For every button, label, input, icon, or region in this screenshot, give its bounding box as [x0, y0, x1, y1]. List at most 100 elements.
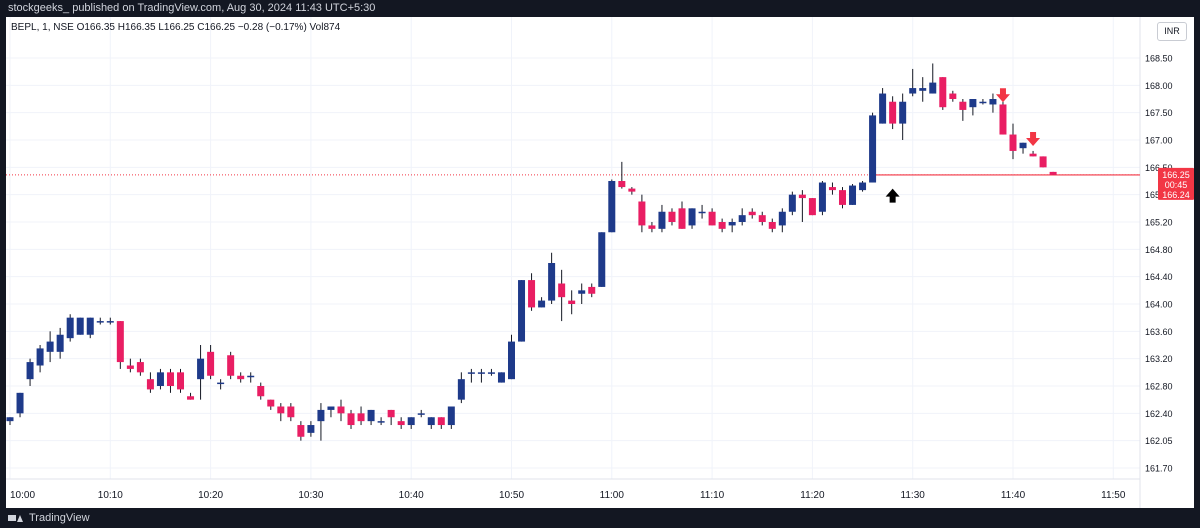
- candle[interactable]: [146, 372, 154, 393]
- candle[interactable]: [838, 187, 846, 209]
- candle[interactable]: [76, 317, 84, 335]
- candle[interactable]: [728, 218, 736, 233]
- candle[interactable]: [788, 191, 796, 216]
- candle[interactable]: [227, 351, 235, 380]
- candle[interactable]: [828, 182, 836, 195]
- candle[interactable]: [156, 368, 164, 390]
- candle[interactable]: [618, 161, 626, 189]
- candle[interactable]: [86, 317, 94, 339]
- candle[interactable]: [467, 368, 475, 383]
- candle[interactable]: [889, 96, 897, 130]
- candle[interactable]: [939, 77, 947, 110]
- candle[interactable]: [56, 327, 64, 359]
- candle[interactable]: [899, 93, 907, 140]
- candle[interactable]: [748, 208, 756, 219]
- candle[interactable]: [16, 392, 24, 418]
- candle[interactable]: [528, 273, 536, 311]
- candle[interactable]: [1049, 171, 1057, 175]
- candle[interactable]: [337, 399, 345, 422]
- candle[interactable]: [407, 417, 415, 429]
- candle[interactable]: [718, 218, 726, 233]
- candle[interactable]: [558, 269, 566, 322]
- candle[interactable]: [327, 406, 335, 418]
- candle[interactable]: [568, 290, 576, 315]
- candle[interactable]: [668, 208, 676, 226]
- candle[interactable]: [66, 314, 74, 342]
- candle[interactable]: [307, 421, 315, 437]
- candle[interactable]: [959, 99, 967, 121]
- candle[interactable]: [808, 198, 816, 216]
- candle[interactable]: [989, 93, 997, 113]
- candle[interactable]: [417, 409, 425, 418]
- candle[interactable]: [187, 392, 195, 400]
- candle[interactable]: [357, 406, 365, 426]
- candle[interactable]: [106, 317, 114, 325]
- candle[interactable]: [367, 409, 375, 426]
- candle[interactable]: [297, 421, 305, 441]
- candle[interactable]: [317, 403, 325, 441]
- candle[interactable]: [166, 368, 174, 393]
- candle[interactable]: [1019, 142, 1027, 154]
- candle[interactable]: [708, 208, 716, 226]
- candle[interactable]: [177, 368, 185, 393]
- candle[interactable]: [497, 372, 505, 383]
- candle[interactable]: [427, 417, 435, 429]
- candle[interactable]: [919, 77, 927, 102]
- candle[interactable]: [287, 403, 295, 422]
- candle[interactable]: [859, 181, 867, 192]
- candle[interactable]: [578, 283, 586, 305]
- candle[interactable]: [598, 232, 606, 287]
- candle[interactable]: [688, 208, 696, 229]
- candle[interactable]: [818, 181, 826, 216]
- candle[interactable]: [738, 208, 746, 226]
- candle[interactable]: [447, 406, 455, 429]
- candle[interactable]: [277, 403, 285, 422]
- candle[interactable]: [758, 211, 766, 226]
- candle[interactable]: [508, 334, 515, 380]
- candle[interactable]: [778, 208, 786, 233]
- candle[interactable]: [768, 218, 776, 233]
- candle[interactable]: [798, 190, 806, 222]
- candle[interactable]: [638, 194, 646, 233]
- candle[interactable]: [909, 68, 917, 97]
- candle[interactable]: [588, 283, 596, 298]
- candle[interactable]: [247, 372, 255, 383]
- candle[interactable]: [869, 112, 877, 183]
- candle[interactable]: [207, 345, 215, 380]
- chart-panel[interactable]: 168.50168.00167.50167.00166.50165.60165.…: [6, 17, 1194, 508]
- candle[interactable]: [6, 417, 14, 426]
- candle[interactable]: [397, 417, 405, 429]
- candle[interactable]: [36, 345, 44, 373]
- candle[interactable]: [487, 368, 495, 376]
- candle[interactable]: [969, 99, 977, 116]
- candle[interactable]: [678, 201, 686, 229]
- candle[interactable]: [437, 417, 445, 429]
- candle[interactable]: [698, 204, 706, 219]
- candle[interactable]: [46, 331, 54, 363]
- candlestick-chart[interactable]: 168.50168.00167.50167.00166.50165.60165.…: [6, 17, 1194, 508]
- candle[interactable]: [197, 345, 205, 400]
- candle[interactable]: [257, 382, 265, 400]
- candle[interactable]: [929, 63, 937, 94]
- candle[interactable]: [26, 358, 34, 386]
- candle[interactable]: [658, 204, 666, 233]
- candle[interactable]: [116, 321, 124, 369]
- candle[interactable]: [879, 88, 887, 124]
- candle[interactable]: [548, 252, 556, 304]
- candle[interactable]: [949, 90, 957, 102]
- candle[interactable]: [387, 409, 395, 426]
- candle[interactable]: [1029, 150, 1037, 157]
- candle[interactable]: [126, 358, 134, 373]
- candle[interactable]: [628, 187, 636, 195]
- candle[interactable]: [999, 101, 1007, 135]
- candle[interactable]: [96, 317, 104, 325]
- candle[interactable]: [538, 297, 546, 308]
- candle[interactable]: [518, 280, 526, 342]
- candle[interactable]: [608, 179, 616, 233]
- candle[interactable]: [136, 358, 144, 376]
- candle[interactable]: [979, 99, 987, 105]
- candle[interactable]: [347, 409, 355, 429]
- candle[interactable]: [1009, 123, 1017, 160]
- currency-button[interactable]: INR: [1157, 22, 1187, 41]
- candle[interactable]: [237, 372, 245, 383]
